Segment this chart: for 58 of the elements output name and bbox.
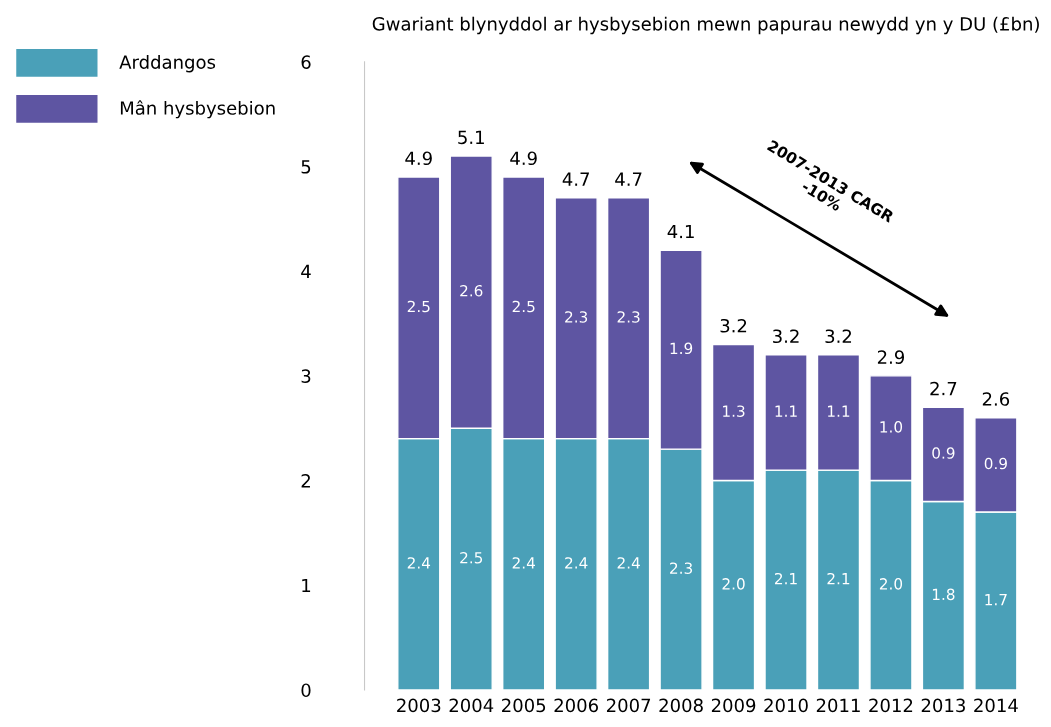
total-label: 4.7	[562, 172, 589, 186]
y-tick-label: 3	[301, 369, 311, 383]
x-tick-label: 2004	[449, 698, 494, 713]
data-label: 0.9	[932, 447, 955, 459]
data-label: 2.4	[512, 557, 535, 569]
x-tick-label: 2007	[606, 698, 651, 713]
data-label: 0.9	[984, 457, 1007, 470]
data-label: 2.0	[879, 578, 903, 590]
y-tick-label: 6	[301, 55, 311, 69]
data-label: 1.7	[985, 594, 1007, 606]
data-label: 1.1	[828, 405, 850, 417]
data-label: 2.1	[774, 572, 797, 585]
total-label: 4.9	[510, 151, 537, 166]
data-label: 2.0	[722, 578, 745, 590]
x-tick-label: 2012	[869, 698, 913, 713]
x-tick-label: 2013	[921, 698, 965, 713]
total-label: 2.7	[930, 381, 957, 396]
total-label: 3.2	[773, 329, 799, 344]
total-label: 2.6	[982, 392, 1010, 406]
data-label: 1.9	[670, 342, 693, 355]
y-tick-label: 4	[301, 264, 311, 279]
data-label: 2.3	[565, 311, 588, 323]
chart-title: Gwariant blynyddol ar hysbysebion mewn papurau newydd yn y DU (£bn)	[372, 16, 1039, 35]
y-tick-label: 5	[301, 160, 311, 174]
data-label: 1.1	[775, 405, 797, 417]
data-label: 2.1	[827, 572, 850, 585]
y-tick-label: 0	[301, 683, 311, 698]
legend-label: Arddangos	[119, 54, 216, 73]
x-tick-label: 2014	[974, 698, 1018, 713]
x-tick-label: 2009	[711, 698, 756, 713]
total-label: 4.7	[615, 172, 642, 186]
total-label: 2.9	[877, 350, 905, 364]
data-label: 2.5	[460, 551, 483, 564]
data-label: 2.4	[565, 557, 588, 569]
total-label: 4.9	[405, 151, 432, 166]
data-label: 1.8	[932, 588, 955, 601]
total-label: 5.1	[458, 130, 484, 145]
x-tick-label: 2003	[397, 698, 441, 713]
y-tick-label: 1	[302, 578, 311, 593]
x-tick-label: 2005	[502, 698, 546, 713]
legend-label: Mân hysbysebion	[120, 100, 275, 119]
data-label: 2.5	[512, 300, 535, 313]
data-label: 2.5	[407, 300, 430, 313]
total-label: 3.2	[720, 318, 747, 333]
x-tick-label: 2008	[659, 698, 703, 713]
data-label: 2.3	[617, 311, 640, 323]
y-tick-label: 2	[301, 474, 310, 488]
data-label: 2.6	[460, 284, 483, 297]
x-tick-label: 2010	[764, 698, 808, 713]
data-label: 1.0	[880, 421, 903, 433]
data-label: 2.4	[617, 557, 640, 569]
total-label: 4.1	[667, 224, 694, 239]
data-label: 2.4	[407, 557, 431, 569]
data-label: 1.3	[723, 405, 745, 417]
x-tick-label: 2006	[554, 698, 598, 713]
total-label: 3.2	[825, 329, 852, 344]
data-label: 2.3	[670, 562, 693, 574]
x-tick-label: 2011	[816, 698, 860, 713]
